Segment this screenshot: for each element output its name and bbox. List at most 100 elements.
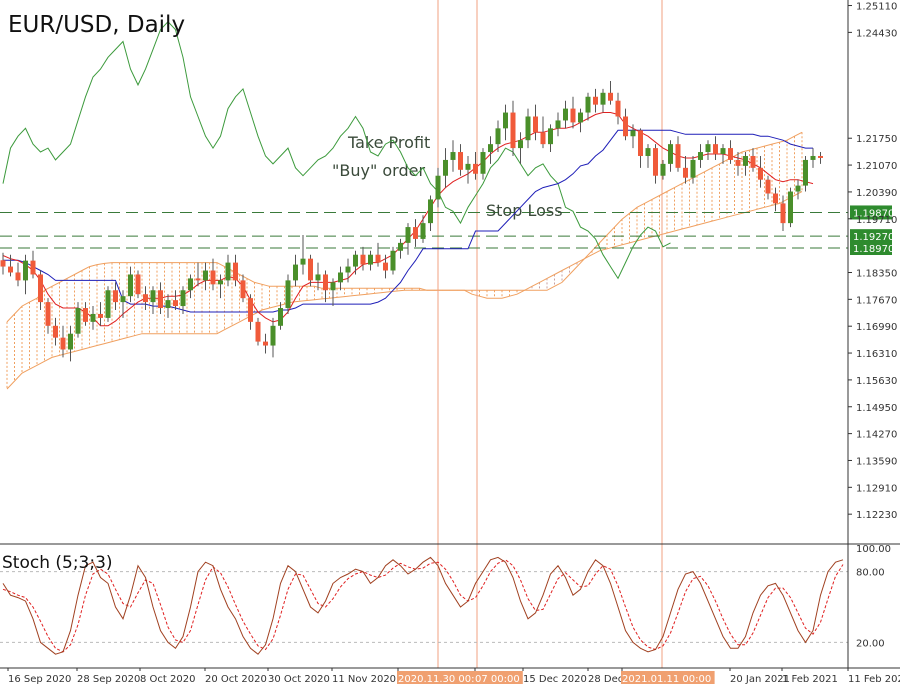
time-tick-label: 28 Sep 2020 [77,674,140,685]
candle-bear [240,280,246,299]
candle-bear [728,148,733,160]
senkou-span-b [6,191,803,390]
candle-bull [450,152,456,160]
price-tick-label: 1.18350 [856,268,897,279]
time-tag [474,671,523,684]
candle-bull [705,144,711,153]
candle-bull [525,116,531,141]
candle-bear [675,144,681,168]
candle-bear [323,274,328,291]
candle-bull [803,159,808,186]
price-tick-label: 1.25110 [856,2,897,13]
time-tag [621,671,715,684]
candle-bear [540,132,546,145]
candle-bull [578,112,583,123]
candle-bear [570,108,576,123]
candle-bull [495,128,501,145]
candle-bear [0,260,6,267]
time-tick-label: 2021.01.11 00:00 [622,674,711,685]
candle-bull [743,155,748,166]
candle-bear [210,270,216,285]
candle-bull [503,112,508,129]
time-tick-label: 2020.11.30 00:00 [398,674,487,685]
candle-bear [473,163,478,174]
candle-bull [668,144,673,164]
candle-bear [765,179,771,194]
candle-bull [368,254,373,265]
candle-bear [638,130,643,156]
candle-bear [533,116,538,133]
candle-bull [75,308,81,334]
candle-bear [615,100,621,117]
candle-bear [360,254,366,265]
chart-title: EUR/USD, Daily [8,12,185,38]
price-tick-label: 1.15630 [856,376,897,387]
candle-bull [315,274,321,281]
stoch-main-line [2,556,844,655]
candle-bear [8,266,13,273]
level-label: Stop Loss [486,201,563,220]
candle-bear [383,262,388,271]
candle-bear [255,321,261,342]
candle-bull [810,155,816,160]
candle-bull [270,325,276,346]
candle-bull [225,262,231,281]
candle-bull [788,191,793,224]
price-tag [850,229,892,244]
stoch-tick-label: 100.00 [856,544,891,555]
time-tick-label: 11 Nov 2020 [332,674,396,685]
candle-bear [143,294,148,303]
candle-bear [750,155,756,168]
time-tag [397,671,491,684]
price-tag [850,205,892,220]
candle-bear [773,193,778,204]
candle-bear [608,92,613,101]
candle-bear [735,159,741,166]
candle-bear [713,144,718,155]
candle-bull [188,278,193,291]
candle-bull [105,290,111,318]
candle-bull [330,282,336,291]
level-label: "Buy" order [332,161,425,180]
candle-bear [308,258,313,281]
price-tick-label: 1.21070 [856,161,897,172]
price-tick-label: 1.16990 [856,322,897,333]
candle-bear [653,148,658,176]
time-tick-label: 15 Dec 2020 [523,674,587,685]
candle-bear [510,112,516,149]
time-tick-label: 30 Oct 2020 [268,674,330,685]
candle-bull [390,250,396,271]
candle-bear [30,260,36,275]
candles [0,80,823,362]
price-tick-label: 1.12910 [856,483,897,494]
candle-bull [338,272,343,283]
time-tick-label: 16 Sep 2020 [8,674,71,685]
candle-bear [248,298,253,322]
candle-bear [413,227,418,239]
candle-bear [458,152,463,170]
candle-bull [120,296,126,303]
candle-bear [53,325,58,338]
candle-bear [158,290,163,309]
candle-bull [203,270,208,281]
candle-bear [98,313,103,318]
time-tick-label: 1 Feb 2021 [782,674,838,685]
candle-bear [15,272,21,281]
candle-bear [593,96,598,105]
price-tick-label: 1.13590 [856,456,897,467]
candle-bull [698,152,703,160]
candle-bull [345,266,351,273]
stoch-tick-label: 80.00 [856,568,885,579]
candle-bull [660,163,666,176]
candle-bull [278,308,283,326]
price-tick-label: 1.24430 [856,28,897,39]
candle-bull [630,130,636,137]
candle-bear [173,300,178,307]
price-tick-label: 1.14950 [856,403,897,414]
candle-bull [555,120,561,129]
price-tag-text: 1.18970 [853,244,894,255]
candle-bull [405,227,411,243]
candle-bear [38,274,43,303]
time-tick-label: 20 Oct 2020 [205,674,267,685]
